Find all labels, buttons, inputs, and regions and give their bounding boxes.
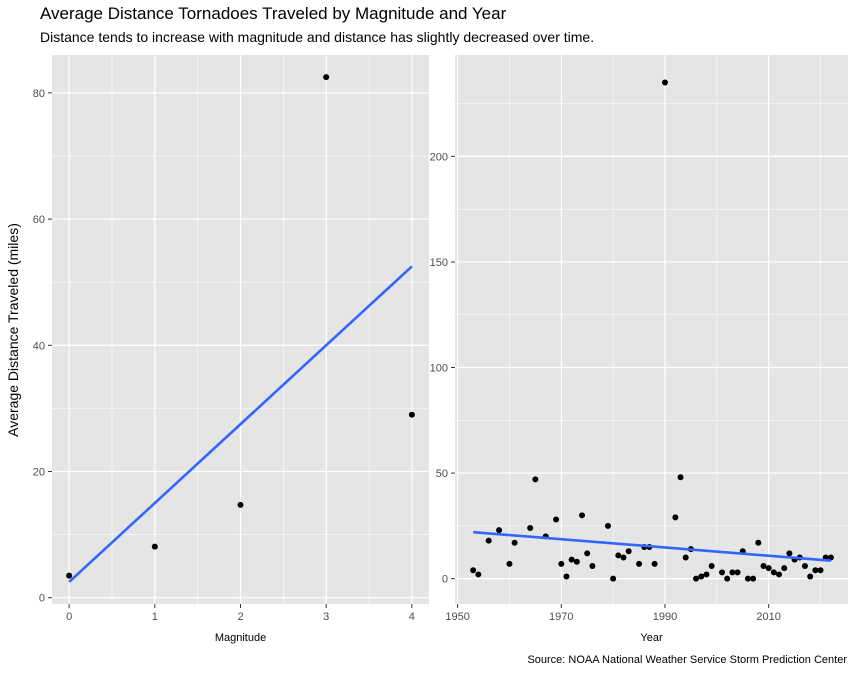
x-tick-label: 4 (409, 611, 415, 623)
data-point (750, 575, 757, 582)
data-point (801, 562, 808, 569)
data-point (734, 569, 741, 576)
x-tick-label: 3 (323, 611, 329, 623)
data-point (724, 575, 731, 582)
trend-line (68, 265, 413, 583)
data-point (661, 79, 668, 86)
chart-title: Average Distance Tornadoes Traveled by M… (40, 4, 507, 23)
x-axis-title: Year (640, 632, 663, 644)
chart-subtitle: Distance tends to increase with magnitud… (40, 29, 595, 45)
data-point (151, 543, 158, 550)
source-caption: Source: NOAA National Weather Service St… (527, 654, 847, 666)
data-point (584, 550, 591, 557)
data-point (485, 537, 492, 544)
data-point (496, 527, 503, 534)
data-point (781, 565, 788, 572)
data-point (563, 573, 570, 580)
x-axis-title: Magnitude (215, 632, 266, 644)
data-point (408, 411, 415, 418)
data-point (615, 552, 622, 559)
data-point (760, 562, 767, 569)
data-point (527, 524, 534, 531)
data-point (708, 562, 715, 569)
y-tick-label: 60 (33, 214, 45, 226)
data-point (755, 539, 762, 546)
data-point (475, 571, 482, 578)
data-point (786, 550, 793, 557)
data-point (817, 567, 824, 574)
year-panel: 1950 1970 1990 2010 0 50 100 150 200 Year (430, 55, 848, 644)
data-point (323, 74, 330, 81)
data-point (506, 560, 513, 567)
data-point (672, 514, 679, 521)
data-point (765, 565, 772, 572)
data-point (719, 569, 726, 576)
x-tick-label: 0 (66, 611, 72, 623)
y-tick-label: 50 (436, 468, 448, 480)
data-point (470, 567, 477, 574)
data-point (579, 512, 586, 519)
data-point (532, 476, 539, 483)
y-tick-label: 200 (430, 151, 448, 163)
data-point (237, 501, 244, 508)
data-point (553, 516, 560, 523)
data-point (604, 522, 611, 529)
data-point (682, 554, 689, 561)
data-point (558, 560, 565, 567)
data-point (827, 554, 834, 561)
data-point (744, 575, 751, 582)
data-point (770, 569, 777, 576)
y-tick-label: 100 (430, 363, 448, 375)
data-point (703, 571, 710, 578)
data-point (511, 539, 518, 546)
y-tick-label: 40 (33, 340, 45, 352)
x-tick-label: 1990 (653, 611, 677, 623)
x-tick-label: 2010 (756, 611, 780, 623)
data-point (589, 562, 596, 569)
trend-line (473, 530, 831, 563)
y-axis-title: Average Distance Traveled (miles) (5, 223, 21, 437)
y-tick-label: 80 (33, 88, 45, 100)
data-point (729, 569, 736, 576)
data-point (776, 571, 783, 578)
panel-background (455, 55, 848, 604)
data-point (636, 560, 643, 567)
x-tick-label: 1970 (549, 611, 573, 623)
data-point (568, 556, 575, 563)
data-point (573, 558, 580, 565)
x-tick-label: 2 (237, 611, 243, 623)
data-point (620, 554, 627, 561)
data-point (651, 560, 658, 567)
data-point (677, 474, 684, 481)
y-tick-label: 20 (33, 466, 45, 478)
data-point (610, 575, 617, 582)
x-tick-label: 1950 (445, 611, 469, 623)
y-tick-label: 150 (430, 257, 448, 269)
data-point (812, 567, 819, 574)
data-point (693, 575, 700, 582)
data-point (66, 572, 73, 579)
data-point (807, 573, 814, 580)
x-tick-label: 1 (152, 611, 158, 623)
y-tick-label: 0 (39, 593, 45, 605)
data-point (625, 548, 632, 555)
y-tick-label: 0 (442, 574, 448, 586)
data-point (698, 573, 705, 580)
